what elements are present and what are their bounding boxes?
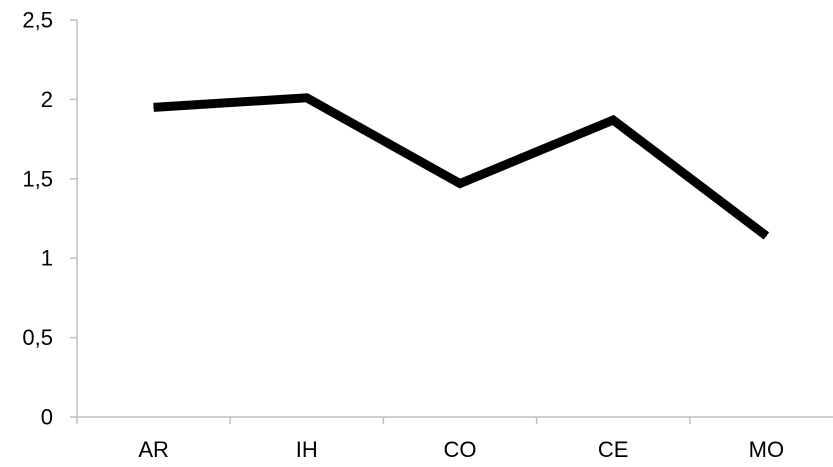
data-point (612, 119, 614, 121)
data-point (306, 97, 308, 99)
data-point (153, 106, 155, 108)
x-tick-group: AR IH CO CE MO (76, 417, 784, 462)
y-tick-label: 2 (41, 87, 53, 112)
series-layer (153, 93, 770, 240)
x-axis: AR IH CO CE MO (76, 416, 833, 462)
y-axis: 0 0,5 1 1,5 2 2,5 (22, 8, 78, 430)
y-tick-label: 2,5 (22, 8, 53, 33)
x-tick-label: CO (444, 437, 477, 462)
data-point (459, 183, 461, 185)
y-tick-label: 0 (41, 405, 53, 430)
series-line (153, 93, 770, 240)
y-tick-label: 0,5 (22, 325, 53, 350)
data-point (765, 235, 767, 237)
y-tick-group: 0 0,5 1 1,5 2 2,5 (22, 8, 77, 430)
x-tick-label: MO (749, 437, 784, 462)
x-tick-label: CE (598, 437, 629, 462)
x-tick-label: AR (138, 437, 169, 462)
x-tick-label: IH (296, 437, 318, 462)
y-tick-label: 1 (41, 246, 53, 271)
y-tick-label: 1,5 (22, 166, 53, 191)
